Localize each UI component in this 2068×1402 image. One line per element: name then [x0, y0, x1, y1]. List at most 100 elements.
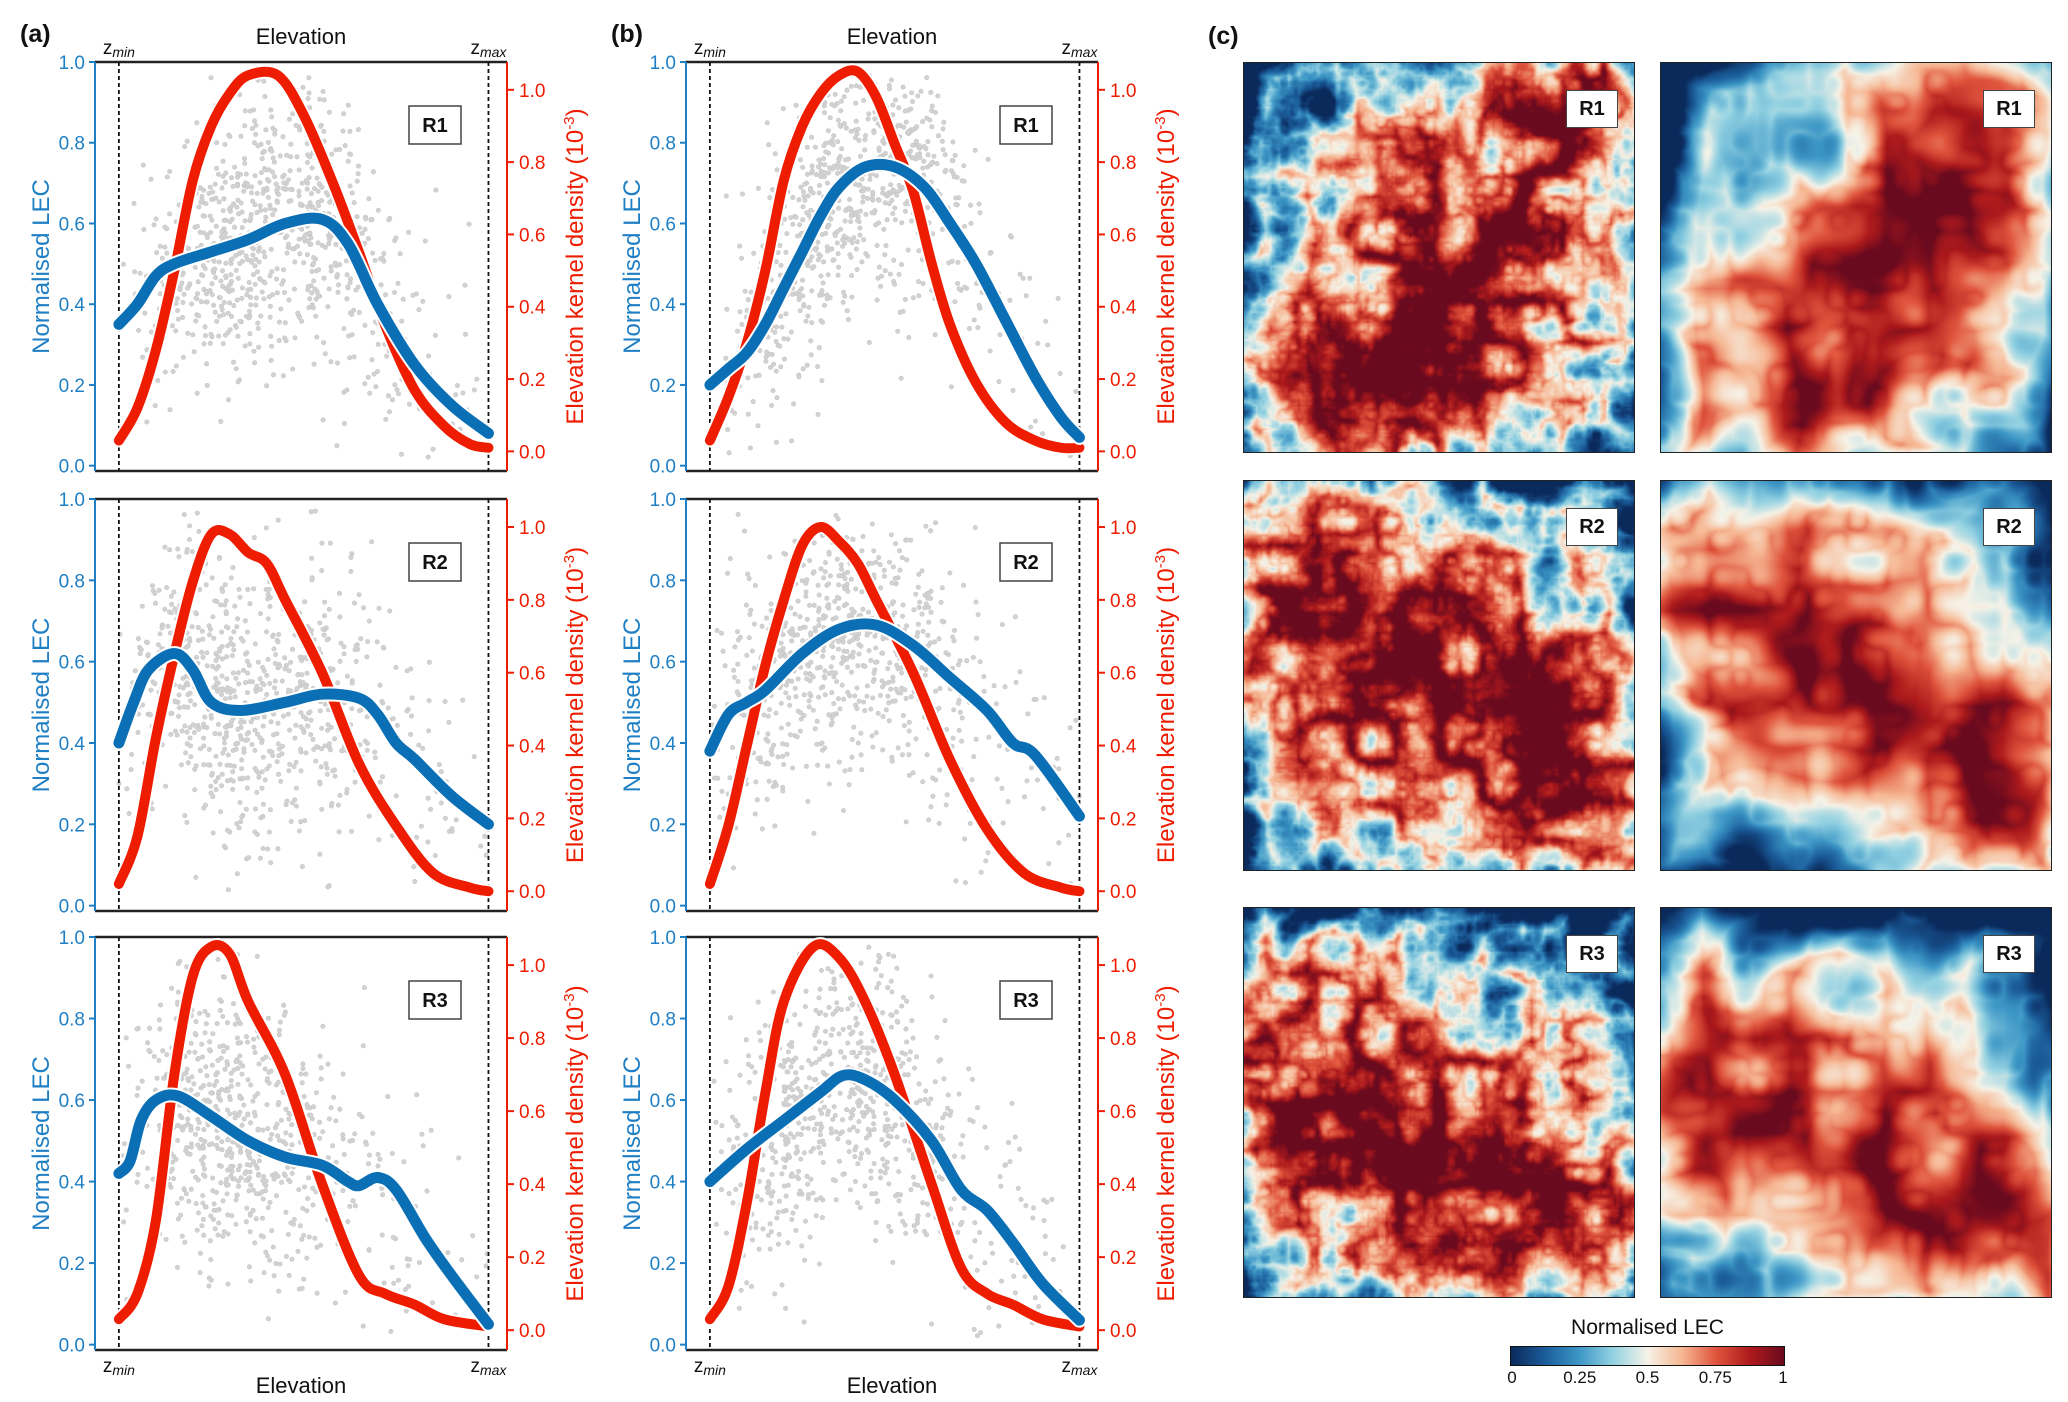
scatter-point: [236, 586, 242, 592]
scatter-point: [201, 743, 207, 749]
scatter-point: [225, 1020, 231, 1026]
scatter-point: [276, 337, 282, 343]
scatter-point: [945, 1092, 951, 1098]
scatter-point: [311, 255, 317, 261]
scatter-point: [224, 1191, 230, 1197]
scatter-point: [230, 565, 236, 571]
scatter-point: [808, 352, 814, 358]
scatter-point: [252, 765, 258, 771]
scatter-point: [228, 640, 234, 646]
scatter-point: [253, 688, 259, 694]
scatter-point: [195, 279, 201, 285]
scatter-point: [821, 1142, 827, 1148]
right-axis-tick-label: 0.6: [519, 664, 545, 685]
scatter-point: [821, 103, 827, 109]
scatter-point: [1007, 233, 1013, 239]
scatter-point: [775, 754, 781, 760]
scatter-point: [194, 1227, 200, 1233]
scatter-point: [337, 1106, 343, 1112]
region-label: R2: [1566, 508, 1618, 546]
scatter-point: [730, 744, 736, 750]
scatter-point: [339, 748, 345, 754]
scatter-point: [298, 746, 304, 752]
scatter-point: [211, 1082, 217, 1088]
scatter-point: [973, 635, 979, 641]
scatter-point: [811, 602, 817, 608]
scatter-point: [856, 182, 862, 188]
scatter-point: [1046, 861, 1052, 867]
scatter-point: [216, 1220, 222, 1226]
scatter-point: [923, 523, 929, 529]
scatter-point: [868, 657, 874, 663]
scatter-point: [282, 655, 288, 661]
scatter-point: [327, 540, 333, 546]
scatter-point: [428, 1127, 434, 1133]
scatter-point: [1013, 679, 1019, 685]
scatter-point: [779, 1171, 785, 1177]
scatter-point: [235, 379, 241, 385]
scatter-point: [199, 197, 205, 203]
scatter-point: [998, 1183, 1004, 1189]
scatter-point: [1066, 832, 1072, 838]
scatter-point: [934, 1034, 940, 1040]
scatter-point: [987, 250, 993, 256]
right-axis-tick-label: 1.0: [1110, 956, 1136, 977]
density-curve: [704, 939, 1085, 1332]
scatter-point: [789, 1173, 795, 1179]
scatter-point: [845, 1040, 851, 1046]
scatter-point: [267, 273, 273, 279]
scatter-point: [813, 1197, 819, 1203]
scatter-point: [283, 662, 289, 668]
scatter-point: [802, 624, 808, 630]
scatter-point: [780, 1156, 786, 1162]
right-axis-tick-label: 0.0: [1110, 882, 1136, 903]
scatter-point: [961, 163, 967, 169]
scatter-point: [895, 328, 901, 334]
scatter-point: [835, 117, 841, 123]
scatter-point: [768, 1229, 774, 1235]
scatter-point: [195, 1142, 201, 1148]
scatter-point: [846, 1025, 852, 1031]
scatter-point: [409, 695, 415, 701]
scatter-point: [819, 232, 825, 238]
scatter-point: [220, 173, 226, 179]
scatter-point: [333, 1118, 339, 1124]
scatter-point: [780, 1064, 786, 1070]
scatter-point: [148, 687, 154, 693]
right-axis-tick-label: 0.4: [1110, 298, 1137, 319]
lec-map-r2-fine: R2: [1243, 480, 1635, 871]
scatter-point: [854, 1128, 860, 1134]
scatter-point: [276, 631, 282, 637]
scatter-point: [198, 746, 204, 752]
scatter-point: [882, 252, 888, 258]
scatter-point: [365, 374, 371, 380]
scatter-point: [854, 1054, 860, 1060]
scatter-point: [305, 152, 311, 158]
scatter-point: [195, 1126, 201, 1132]
scatter-point: [207, 1238, 213, 1244]
scatter-point: [844, 569, 850, 575]
left-axis-tick-label: 1.0: [59, 53, 85, 74]
scatter-point: [1027, 275, 1033, 281]
scatter-point: [262, 254, 268, 260]
scatter-point: [789, 678, 795, 684]
scatter-point: [806, 212, 812, 218]
scatter-point: [902, 208, 908, 214]
scatter-point: [726, 1137, 732, 1143]
scatter-point: [251, 140, 257, 146]
scatter-point: [349, 680, 355, 686]
scatter-point: [255, 325, 261, 331]
scatter-point: [205, 1012, 211, 1018]
scatter-point: [977, 1230, 983, 1236]
scatter-point: [230, 183, 236, 189]
scatter-point: [816, 622, 822, 628]
scatter-point: [260, 845, 266, 851]
scatter-point: [266, 167, 272, 173]
scatter-point: [223, 260, 229, 266]
scatter-point: [205, 762, 211, 768]
scatter-point: [286, 687, 292, 693]
scatter-point: [187, 690, 193, 696]
scatter-point: [241, 749, 247, 755]
scatter-point: [938, 599, 944, 605]
scatter-point: [783, 682, 789, 688]
